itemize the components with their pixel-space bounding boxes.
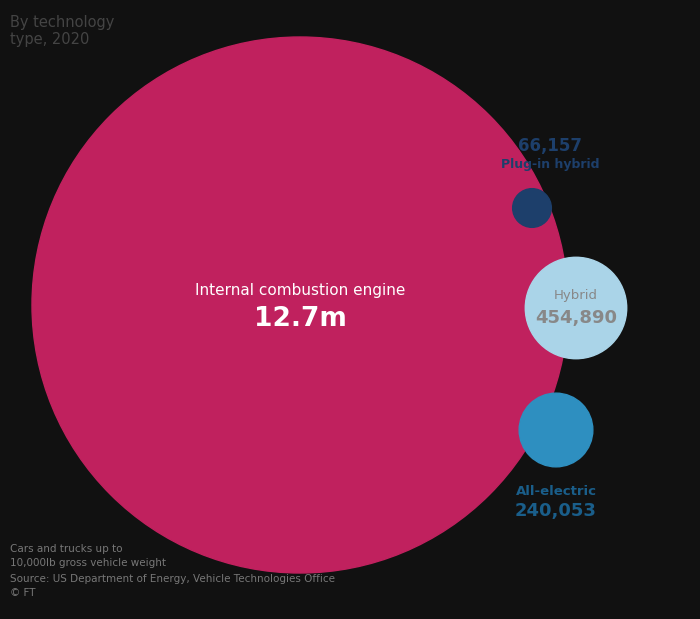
Text: 12.7m: 12.7m [253,306,346,332]
Text: All-electric: All-electric [515,485,596,498]
Text: Internal combustion engine: Internal combustion engine [195,284,405,298]
Text: By technology
type, 2020: By technology type, 2020 [10,15,114,48]
Text: 454,890: 454,890 [535,309,617,327]
Text: 240,053: 240,053 [515,502,597,520]
Text: Source: US Department of Energy, Vehicle Technologies Office
© FT: Source: US Department of Energy, Vehicle… [10,574,335,598]
Circle shape [32,37,568,573]
Circle shape [519,393,593,467]
Text: Plug-in hybrid: Plug-in hybrid [500,158,599,171]
Text: 66,157: 66,157 [518,137,582,155]
Circle shape [512,189,552,227]
Text: Cars and trucks up to
10,000lb gross vehicle weight: Cars and trucks up to 10,000lb gross veh… [10,544,166,568]
Text: Hybrid: Hybrid [554,290,598,303]
Circle shape [525,258,626,359]
